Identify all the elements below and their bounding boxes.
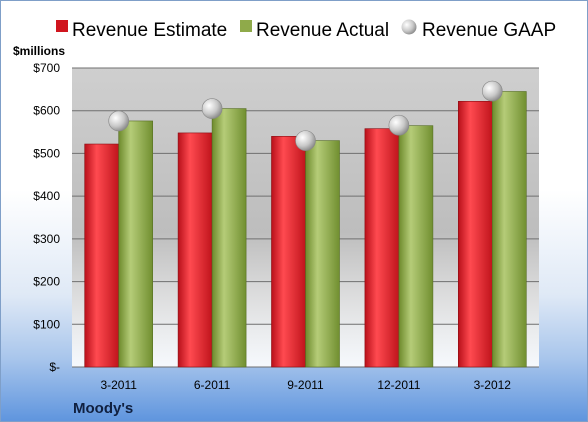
marker-revenue-gaap: [108, 110, 129, 132]
bar-revenue-estimate: [84, 143, 119, 368]
company-name: Moody's: [73, 400, 133, 417]
bar-revenue-actual: [398, 125, 434, 368]
legend-item-revenue-actual: Revenue Actual: [240, 20, 389, 41]
bar-revenue-estimate: [177, 132, 213, 368]
legend: Revenue Estimate Revenue Actual Revenue …: [56, 19, 556, 41]
bar-revenue-estimate: [457, 101, 493, 368]
x-tick-label: 6-2011: [194, 378, 231, 392]
marker-revenue-gaap: [481, 80, 503, 102]
y-tick-label: $-: [49, 360, 60, 374]
y-tick-label: $500: [33, 146, 60, 160]
legend-item-revenue-estimate: Revenue Estimate: [56, 20, 227, 41]
marker-revenue-gaap: [295, 130, 316, 151]
y-tick-label: $200: [33, 275, 60, 289]
legend-swatch-actual: [240, 20, 252, 32]
y-axis-ticks: $- $100 $200 $300 $400 $500 $600 $700: [33, 61, 60, 374]
marker-revenue-gaap: [388, 114, 410, 136]
bar-revenue-actual: [491, 91, 527, 368]
y-tick-label: $100: [33, 317, 60, 331]
x-tick-label: 9-2011: [287, 378, 324, 392]
x-tick-label: 3-2012: [474, 378, 512, 392]
y-tick-label: $700: [33, 61, 60, 75]
gaap-markers: [108, 80, 503, 151]
bar-revenue-estimate: [271, 136, 306, 368]
marker-revenue-gaap: [201, 98, 223, 119]
y-tick-label: $300: [33, 232, 60, 246]
bar-revenue-estimate: [364, 128, 400, 368]
legend-label-gaap: Revenue GAAP: [422, 20, 556, 41]
legend-swatch-gaap: [401, 19, 417, 35]
x-tick-label: 12-2011: [377, 378, 420, 392]
legend-swatch-estimate: [56, 20, 68, 32]
x-axis-ticks: 3-2011 6-2011 9-2011 12-2011 3-2012: [100, 378, 511, 392]
legend-label-actual: Revenue Actual: [256, 20, 389, 41]
bar-revenue-actual: [305, 140, 340, 368]
bar-revenue-actual: [211, 108, 247, 368]
bar-revenue-actual: [118, 120, 153, 368]
unit-label: $millions: [13, 44, 65, 58]
bars: [84, 91, 527, 368]
y-tick-label: $600: [33, 104, 60, 118]
legend-item-revenue-gaap: Revenue GAAP: [401, 19, 556, 41]
legend-label-estimate: Revenue Estimate: [72, 20, 227, 41]
y-tick-label: $400: [33, 189, 60, 203]
x-tick-label: 3-2011: [100, 378, 137, 392]
